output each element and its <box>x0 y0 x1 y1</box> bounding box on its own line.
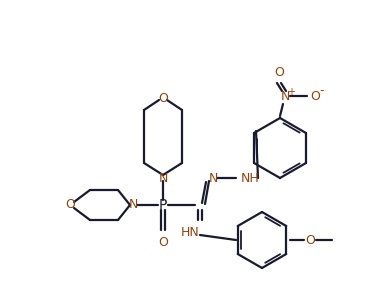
Text: +: + <box>287 87 295 97</box>
Text: O: O <box>274 65 284 78</box>
Text: -: - <box>320 84 324 98</box>
Text: P: P <box>159 198 167 212</box>
Text: HN: HN <box>181 227 199 239</box>
Text: O: O <box>158 235 168 249</box>
Text: O: O <box>305 233 315 247</box>
Text: O: O <box>65 198 75 212</box>
Text: O: O <box>158 92 168 104</box>
Text: N: N <box>208 172 218 184</box>
Text: N: N <box>280 90 290 102</box>
Text: N: N <box>128 198 138 212</box>
Text: N: N <box>158 172 168 184</box>
Text: O: O <box>310 90 320 102</box>
Text: NH: NH <box>240 172 259 184</box>
